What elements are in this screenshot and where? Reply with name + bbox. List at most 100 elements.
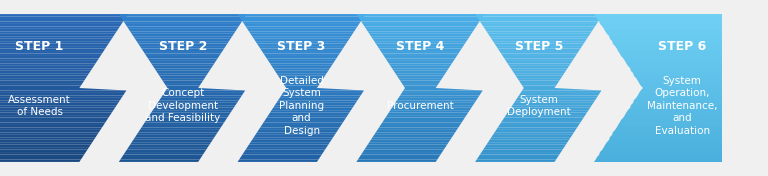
Polygon shape xyxy=(365,147,445,150)
Polygon shape xyxy=(143,51,223,54)
Polygon shape xyxy=(618,122,722,125)
Polygon shape xyxy=(243,21,361,24)
Polygon shape xyxy=(253,39,349,41)
Polygon shape xyxy=(134,137,214,140)
Polygon shape xyxy=(164,90,245,93)
Polygon shape xyxy=(361,21,479,24)
Polygon shape xyxy=(493,41,585,44)
Polygon shape xyxy=(495,44,584,46)
Polygon shape xyxy=(641,86,722,88)
Polygon shape xyxy=(135,39,230,41)
Polygon shape xyxy=(633,73,722,76)
Polygon shape xyxy=(154,68,211,71)
Polygon shape xyxy=(384,56,457,58)
Polygon shape xyxy=(637,81,722,83)
Polygon shape xyxy=(496,127,578,130)
Polygon shape xyxy=(366,29,475,31)
Polygon shape xyxy=(130,31,236,34)
Polygon shape xyxy=(157,73,208,76)
Polygon shape xyxy=(503,118,584,120)
Polygon shape xyxy=(148,115,229,118)
Polygon shape xyxy=(132,34,233,36)
Polygon shape xyxy=(0,31,117,34)
Polygon shape xyxy=(495,130,575,132)
Polygon shape xyxy=(266,115,348,118)
Polygon shape xyxy=(0,49,105,51)
Polygon shape xyxy=(379,49,462,51)
Polygon shape xyxy=(0,46,107,49)
Polygon shape xyxy=(400,93,481,95)
Polygon shape xyxy=(270,63,333,66)
Polygon shape xyxy=(377,127,458,130)
Polygon shape xyxy=(121,157,201,159)
Polygon shape xyxy=(125,24,240,26)
Polygon shape xyxy=(509,66,569,68)
Polygon shape xyxy=(374,41,466,44)
Polygon shape xyxy=(247,29,356,31)
Polygon shape xyxy=(627,63,722,66)
Polygon shape xyxy=(480,152,561,155)
Polygon shape xyxy=(624,113,722,115)
Polygon shape xyxy=(387,113,468,115)
Polygon shape xyxy=(598,19,722,21)
Polygon shape xyxy=(508,110,588,113)
Polygon shape xyxy=(399,78,442,81)
Polygon shape xyxy=(399,95,479,98)
Polygon shape xyxy=(498,49,581,51)
Polygon shape xyxy=(161,78,204,81)
Polygon shape xyxy=(392,68,449,71)
Polygon shape xyxy=(0,93,124,95)
Polygon shape xyxy=(138,44,227,46)
Polygon shape xyxy=(478,155,559,157)
Polygon shape xyxy=(166,88,245,90)
Polygon shape xyxy=(153,108,233,110)
Polygon shape xyxy=(618,51,722,54)
Polygon shape xyxy=(514,100,595,103)
Text: Procurement: Procurement xyxy=(387,101,454,111)
Polygon shape xyxy=(0,145,91,147)
Polygon shape xyxy=(633,100,722,103)
Polygon shape xyxy=(272,108,353,110)
Polygon shape xyxy=(639,90,722,93)
Polygon shape xyxy=(358,17,483,19)
Polygon shape xyxy=(244,24,359,26)
Polygon shape xyxy=(636,95,722,98)
Polygon shape xyxy=(263,120,345,122)
Polygon shape xyxy=(396,100,476,103)
Polygon shape xyxy=(511,68,568,71)
Polygon shape xyxy=(382,54,458,56)
Polygon shape xyxy=(599,152,722,155)
Polygon shape xyxy=(515,98,597,100)
Polygon shape xyxy=(147,56,219,58)
Polygon shape xyxy=(257,130,338,132)
Polygon shape xyxy=(278,98,359,100)
Polygon shape xyxy=(384,118,465,120)
Polygon shape xyxy=(0,118,108,120)
Polygon shape xyxy=(0,56,101,58)
Polygon shape xyxy=(509,108,590,110)
Polygon shape xyxy=(132,140,213,142)
Polygon shape xyxy=(623,115,722,118)
Polygon shape xyxy=(628,66,722,68)
Polygon shape xyxy=(280,78,323,81)
Polygon shape xyxy=(249,31,354,34)
Polygon shape xyxy=(522,88,601,90)
Polygon shape xyxy=(124,152,204,155)
Polygon shape xyxy=(0,90,127,93)
Polygon shape xyxy=(605,142,722,145)
Polygon shape xyxy=(121,17,245,19)
Polygon shape xyxy=(376,44,465,46)
Polygon shape xyxy=(151,110,232,113)
Polygon shape xyxy=(150,113,230,115)
Polygon shape xyxy=(141,125,223,127)
Polygon shape xyxy=(369,34,472,36)
Polygon shape xyxy=(602,147,722,150)
Polygon shape xyxy=(265,118,346,120)
Polygon shape xyxy=(601,24,722,26)
Polygon shape xyxy=(518,78,561,81)
Polygon shape xyxy=(372,135,454,137)
Polygon shape xyxy=(612,41,722,44)
Polygon shape xyxy=(151,63,214,66)
Polygon shape xyxy=(130,142,211,145)
Polygon shape xyxy=(0,110,114,113)
